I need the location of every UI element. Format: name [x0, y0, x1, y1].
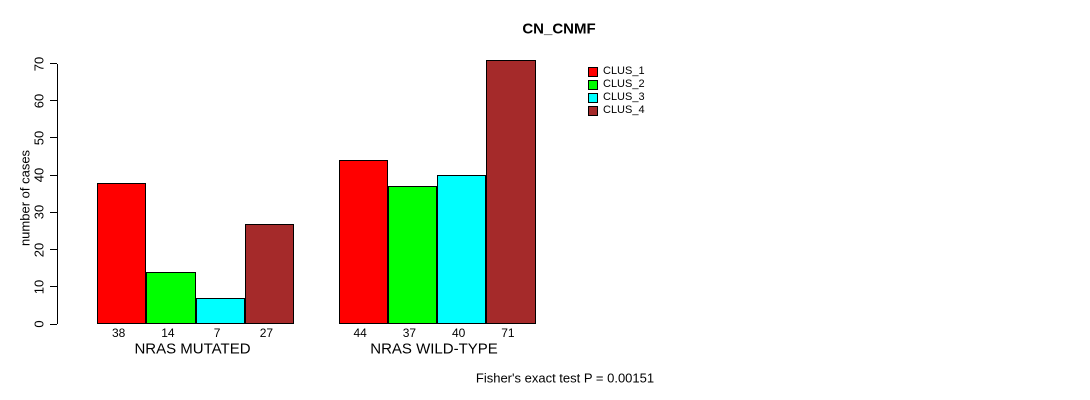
- legend-label: CLUS_1: [603, 65, 645, 77]
- bar-clus-1-nras-mutated: [97, 182, 146, 324]
- bar-value-label: 40: [451, 325, 466, 340]
- legend-swatch: [588, 66, 598, 77]
- y-tick: [50, 211, 57, 213]
- y-tick: [50, 323, 57, 325]
- bar-clus-2-nras-wild-type: [388, 186, 437, 324]
- legend-swatch: [588, 92, 598, 103]
- legend-swatch: [588, 79, 598, 90]
- legend-label: CLUS_3: [603, 91, 645, 103]
- x-group-label: NRAS WILD-TYPE: [370, 340, 498, 357]
- y-tick-label: 30: [31, 205, 47, 220]
- y-axis-label: number of cases: [17, 149, 33, 247]
- legend-label: CLUS_2: [603, 78, 645, 90]
- legend-item: CLUS_2: [588, 79, 645, 90]
- bar-clus-3-nras-mutated: [196, 297, 245, 324]
- bar-value-label: 14: [161, 325, 175, 340]
- bar-value-label: 71: [501, 325, 515, 340]
- y-tick-label: 0: [31, 320, 47, 328]
- bar-clus-3-nras-wild-type: [437, 175, 486, 324]
- bar-clus-4-nras-mutated: [245, 223, 294, 324]
- bar-value-label: 7: [213, 325, 221, 340]
- y-tick-label: 60: [31, 93, 47, 108]
- y-tick: [50, 63, 57, 64]
- y-tick-label: 40: [31, 167, 47, 183]
- y-tick-label: 10: [31, 279, 47, 295]
- legend-label: CLUS_4: [603, 104, 645, 116]
- y-tick: [50, 174, 57, 176]
- bar-clus-2-nras-mutated: [146, 271, 196, 324]
- y-tick: [50, 137, 57, 139]
- bar-clus-1-nras-wild-type: [339, 160, 388, 324]
- y-tick: [50, 249, 57, 251]
- y-axis-line: [57, 63, 58, 324]
- caption: Fisher's exact test P = 0.00151: [475, 370, 655, 386]
- bar-clus-4-nras-wild-type: [486, 59, 536, 324]
- bar-value-label: 27: [259, 325, 274, 340]
- bar-value-label: 37: [402, 325, 417, 340]
- bar-value-label: 38: [111, 325, 126, 340]
- legend-item: CLUS_3: [588, 92, 645, 103]
- y-tick-label: 50: [31, 130, 47, 146]
- legend-item: CLUS_1: [588, 66, 645, 77]
- y-tick-label: 20: [31, 242, 47, 257]
- bar-value-label: 44: [353, 325, 367, 340]
- legend-item: CLUS_4: [588, 105, 645, 116]
- chart-title: CN_CNMF: [522, 20, 596, 38]
- y-tick: [50, 286, 57, 288]
- y-tick: [50, 100, 57, 102]
- legend-swatch: [588, 105, 598, 116]
- y-tick-label: 70: [31, 56, 47, 71]
- x-group-label: NRAS MUTATED: [134, 340, 251, 357]
